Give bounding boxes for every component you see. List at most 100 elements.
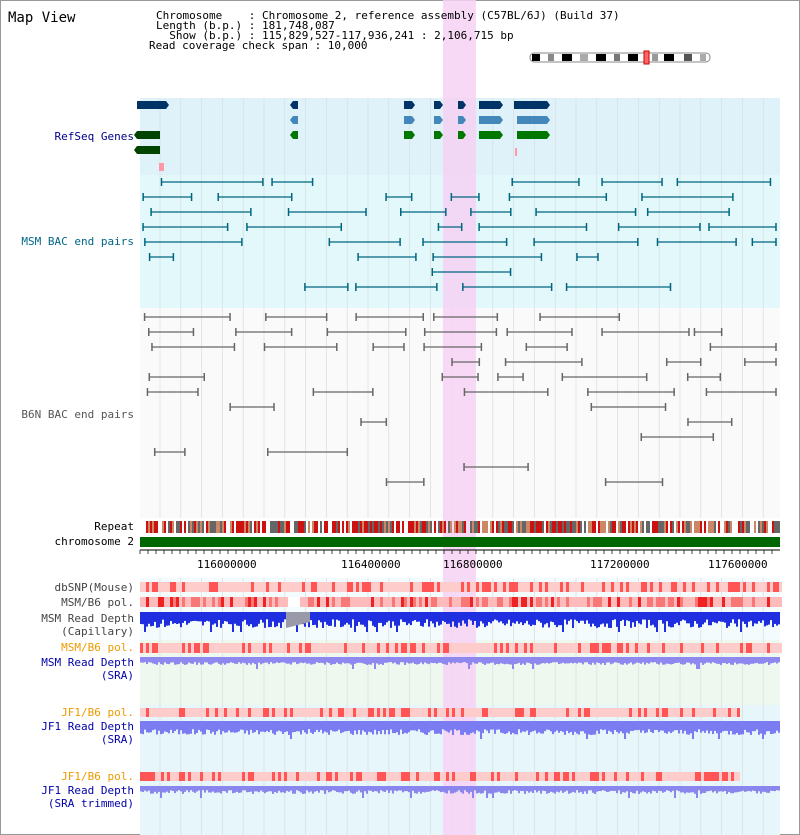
polymorphism-heat-cell xyxy=(143,582,146,592)
read-depth-bar xyxy=(146,612,148,627)
read-depth-bar xyxy=(654,721,656,731)
track-label-jf1-pol-2[interactable]: JF1/B6 pol. xyxy=(61,770,134,783)
read-depth-bar xyxy=(240,786,242,793)
polymorphism-heat-cell xyxy=(197,597,200,607)
read-depth-bar xyxy=(712,786,714,793)
polymorphism-heat-cell xyxy=(578,582,581,592)
polymorphism-heat-cell xyxy=(695,582,698,592)
read-depth-bar xyxy=(310,657,312,665)
polymorphism-heat-cell xyxy=(509,582,512,592)
track-label-repeat[interactable]: Repeat xyxy=(94,520,134,533)
track-label-b6n-bac[interactable]: B6N BAC end pairs xyxy=(21,408,134,421)
read-depth-bar xyxy=(570,612,572,620)
polymorphism-heat-cell xyxy=(644,708,647,717)
read-depth-bar xyxy=(488,786,490,794)
track-label-jf1-depth-2[interactable]: JF1 Read Depth xyxy=(41,784,134,797)
polymorphism-heat-cell xyxy=(584,708,587,717)
polymorphism-heat-cell xyxy=(203,708,206,717)
read-depth-bar xyxy=(392,612,394,622)
polymorphism-heat-cell xyxy=(713,772,716,781)
polymorphism-heat-cell xyxy=(485,643,488,653)
polymorphism-heat-cell xyxy=(401,597,404,607)
read-depth-bar xyxy=(486,786,488,798)
track-label-msm-depth-sra[interactable]: MSM Read Depth xyxy=(41,656,134,669)
read-depth-bar xyxy=(362,721,364,731)
read-depth-bar xyxy=(168,721,170,734)
read-depth-bar xyxy=(146,657,148,665)
polymorphism-heat-cell xyxy=(263,708,266,717)
read-depth-bar xyxy=(182,657,184,664)
read-depth-bar xyxy=(204,721,206,735)
polymorphism-heat-cell xyxy=(332,582,335,592)
polymorphism-heat-cell xyxy=(425,597,428,607)
read-depth-bar xyxy=(182,786,184,794)
read-depth-bar xyxy=(454,612,456,627)
read-depth-bar xyxy=(414,657,416,665)
read-depth-bar xyxy=(700,612,702,628)
read-depth-bar xyxy=(198,786,200,791)
polymorphism-heat-cell xyxy=(764,643,767,653)
repeat-segment xyxy=(508,521,510,533)
read-depth-bar xyxy=(656,657,658,664)
read-depth-bar xyxy=(664,721,666,733)
polymorphism-heat-cell xyxy=(572,772,575,781)
read-depth-bar xyxy=(440,657,442,663)
read-depth-bar xyxy=(214,786,216,793)
read-depth-bar xyxy=(574,721,576,732)
track-label-msm-bac[interactable]: MSM BAC end pairs xyxy=(21,235,134,248)
read-depth-bar xyxy=(420,612,422,626)
polymorphism-heat-cell xyxy=(650,597,653,607)
repeat-segment xyxy=(594,521,596,533)
read-depth-bar xyxy=(720,786,722,792)
track-label-chromosome[interactable]: chromosome 2 xyxy=(54,535,134,548)
read-depth-bar xyxy=(572,786,574,792)
read-depth-bar xyxy=(170,612,172,622)
read-depth-bar xyxy=(282,612,284,623)
read-depth-bar xyxy=(412,657,414,663)
polymorphism-heat-cell xyxy=(695,708,698,717)
repeat-segment xyxy=(326,521,328,533)
track-label-msm-pol-sra[interactable]: MSM/B6 pol. xyxy=(61,641,134,654)
polymorphism-heat-cell xyxy=(551,597,554,607)
polymorphism-heat-cell xyxy=(224,643,227,653)
polymorphism-heat-cell xyxy=(707,597,710,607)
read-depth-bar xyxy=(762,612,764,621)
repeat-segment xyxy=(498,521,500,533)
polymorphism-heat-cell xyxy=(278,582,281,592)
polymorphism-heat-cell xyxy=(413,643,416,653)
repeat-segment xyxy=(348,521,350,533)
read-depth-bar xyxy=(718,721,720,739)
track-label-dbsnp[interactable]: dbSNP(Mouse) xyxy=(54,581,134,594)
read-depth-bar xyxy=(652,786,654,791)
read-depth-bar xyxy=(200,786,202,798)
polymorphism-heat-cell xyxy=(185,772,188,781)
repeat-segment xyxy=(202,521,204,533)
read-depth-bar xyxy=(384,657,386,663)
repeat-segment xyxy=(346,521,348,533)
read-depth-bar xyxy=(426,612,428,620)
read-depth-bar xyxy=(550,657,552,664)
polymorphism-heat-cell xyxy=(200,708,203,717)
polymorphism-heat-cell xyxy=(614,597,617,607)
polymorphism-heat-cell xyxy=(572,597,575,607)
polymorphism-heat-cell xyxy=(185,582,188,592)
polymorphism-heat-cell xyxy=(755,582,758,592)
read-depth-bar xyxy=(372,612,374,626)
track-label-jf1-pol-1[interactable]: JF1/B6 pol. xyxy=(61,706,134,719)
read-depth-bar xyxy=(558,657,560,664)
polymorphism-heat-cell xyxy=(719,708,722,717)
polymorphism-heat-cell xyxy=(398,772,401,781)
track-label-jf1-depth-1[interactable]: JF1 Read Depth xyxy=(41,720,134,733)
polymorphism-heat-cell xyxy=(545,597,548,607)
polymorphism-heat-cell xyxy=(296,708,299,717)
read-depth-bar xyxy=(678,786,680,792)
track-label-refseq[interactable]: RefSeq Genes xyxy=(54,130,134,143)
read-depth-bar xyxy=(698,786,700,791)
track-label-msm-depth-cap[interactable]: MSM Read Depth xyxy=(41,612,134,625)
read-depth-bar xyxy=(432,612,434,624)
read-depth-bar xyxy=(228,657,230,664)
read-depth-bar xyxy=(684,612,686,621)
track-label-msm-pol-cap[interactable]: MSM/B6 pol. xyxy=(61,596,134,609)
refseq-gene-arrow xyxy=(440,131,443,139)
